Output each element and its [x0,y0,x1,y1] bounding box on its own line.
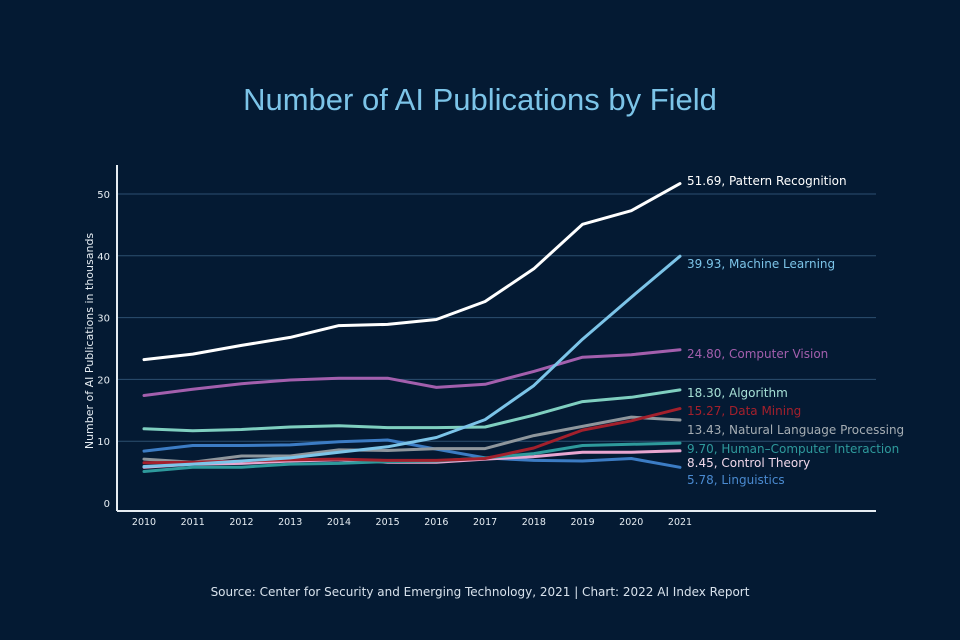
series-label-data-mining: 15.27, Data Mining [687,404,801,418]
y-axis-label: Number of AI Publications in thousands [83,233,96,450]
series-line-algorithm [142,388,682,433]
axes [116,165,876,512]
x-tick-label: 2020 [619,517,643,528]
series-label-human-computer-interaction: 9.70, Human–Computer Interaction [687,442,899,456]
x-tick-label: 2017 [473,517,497,528]
y-tick-label: 30 [97,314,110,325]
series-line-natural-language-processing [142,415,682,464]
series-labels: 51.69, Pattern Recognition 39.93, Machine… [687,174,904,487]
y-tick-label: 40 [97,252,110,263]
series-line-machine-learning [142,254,682,468]
x-tick-label: 2018 [522,517,546,528]
source-note: Source: Center for Security and Emerging… [210,585,750,599]
x-tick-label: 2021 [668,517,692,528]
x-tick-label: 2014 [327,517,351,528]
x-tick-label: 2015 [376,517,400,528]
series-label-computer-vision: 24.80, Computer Vision [687,347,828,361]
y-tick-label: 50 [97,190,110,201]
x-tick-label: 2016 [424,517,448,528]
x-tick-label: 2010 [132,517,156,528]
series-label-pattern-recognition: 51.69, Pattern Recognition [687,174,847,188]
series-label-control-theory: 8.45, Control Theory [687,456,810,470]
chart-title: Number of AI Publications by Field [243,82,717,117]
series-line-computer-vision [142,348,682,397]
x-tick-label: 2019 [570,517,594,528]
series-label-natural-language-processing: 13.43, Natural Language Processing [687,423,904,437]
x-tick-label: 2012 [229,517,253,528]
y-tick-label: 10 [97,437,110,448]
series-line-pattern-recognition [142,182,682,362]
series-label-machine-learning: 39.93, Machine Learning [687,257,835,271]
x-tick-label: 2011 [181,517,205,528]
series-label-algorithm: 18.30, Algorithm [687,386,788,400]
x-tick-label: 2013 [278,517,302,528]
tick-labels: 0 10 20 30 40 50 2010 2011 2012 2013 2014 2015 2016 2… [97,190,692,528]
series-lines [142,182,682,473]
gridlines [117,193,876,442]
y-tick-label: 20 [97,375,110,386]
series-line-linguistics [142,438,682,469]
series-line-data-mining [142,407,682,465]
series-label-linguistics: 5.78, Linguistics [687,473,785,487]
y-tick-label: 0 [104,499,110,510]
